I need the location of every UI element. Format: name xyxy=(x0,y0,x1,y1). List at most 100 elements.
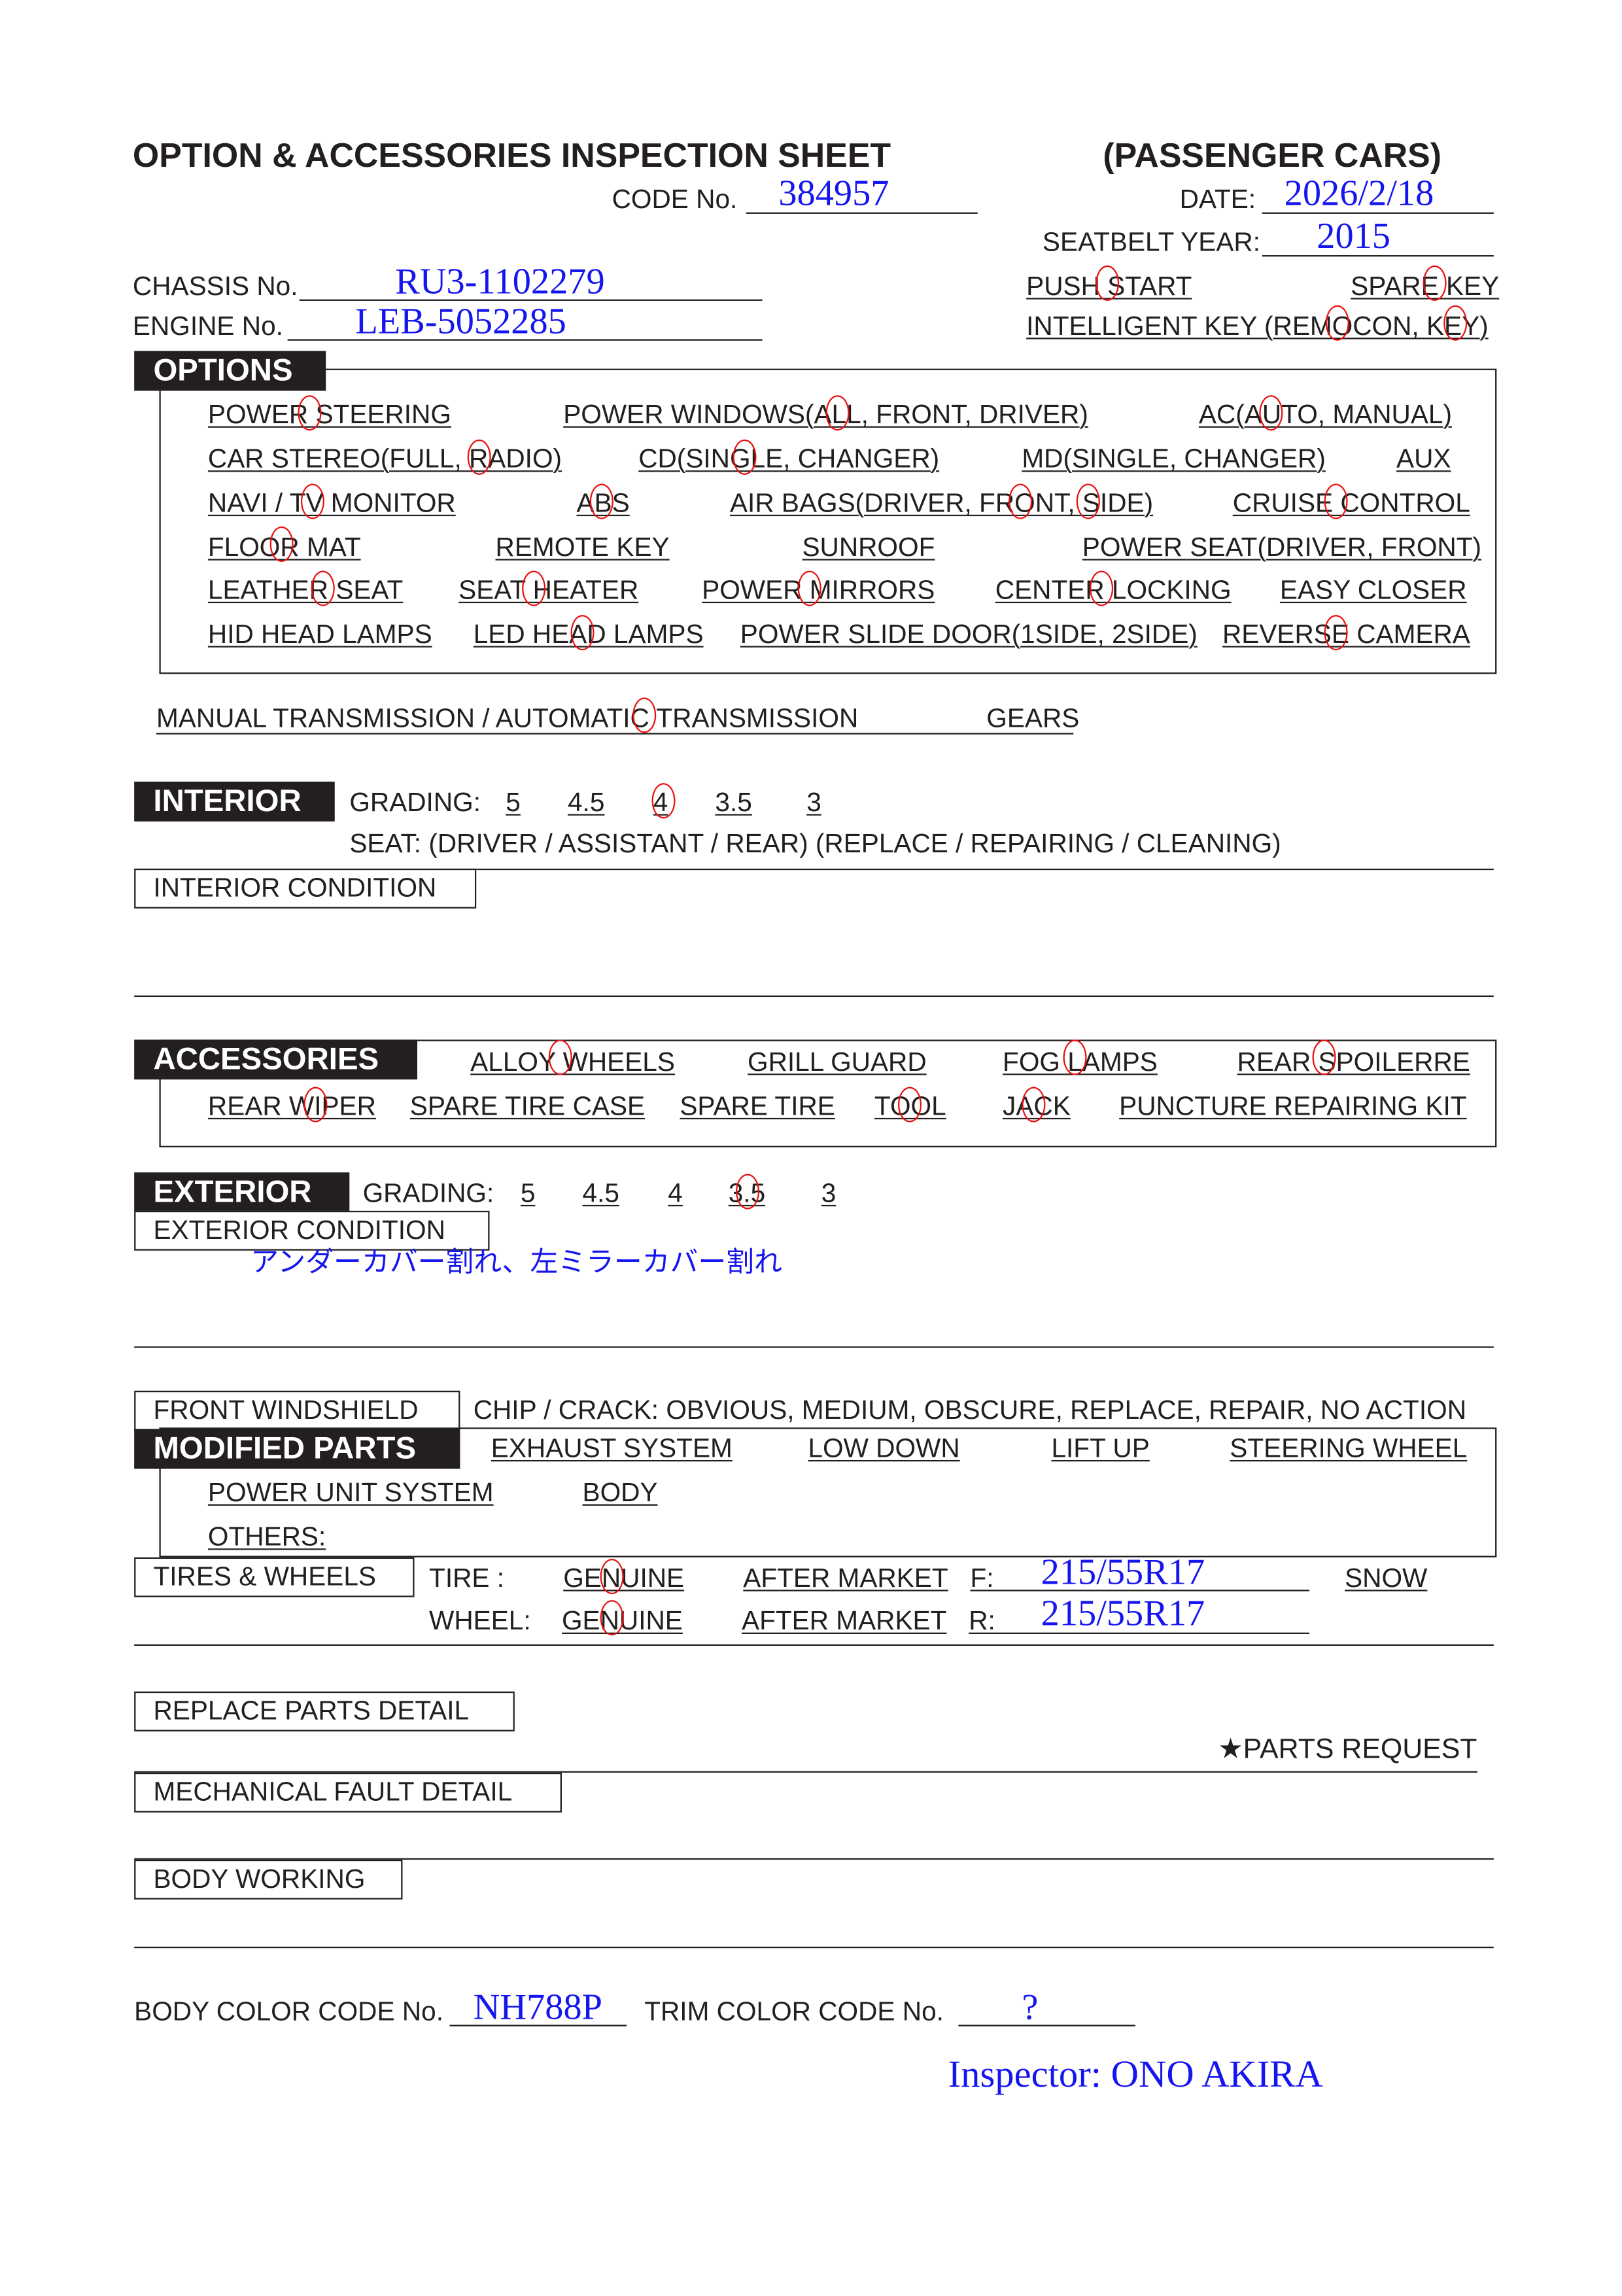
front-tire-size[interactable]: 215/55R17 xyxy=(1041,1552,1205,1593)
chassis-line xyxy=(299,299,763,301)
modified-item[interactable]: POWER UNIT SYSTEM xyxy=(207,1478,494,1508)
accessory-item[interactable]: SPARE TIRE CASE xyxy=(409,1091,646,1121)
circle-mark xyxy=(600,1559,624,1595)
tire-after-market[interactable]: AFTER MARKET xyxy=(743,1563,948,1593)
circle-mark xyxy=(1022,1087,1046,1122)
modified-item[interactable]: EXHAUST SYSTEM xyxy=(491,1433,733,1463)
transmission-text[interactable]: MANUAL TRANSMISSION / AUTOMATIC TRANSMIS… xyxy=(156,703,859,733)
exterior-grade[interactable]: 4.5 xyxy=(582,1178,619,1208)
exterior-condition-note[interactable]: アンダーカバー割れ、左ミラーカバー割れ xyxy=(250,1247,782,1279)
seatbelt-value[interactable]: 2015 xyxy=(1317,217,1390,257)
tire-genuine[interactable]: GENUINE xyxy=(563,1563,685,1593)
windshield-options[interactable]: CHIP / CRACK: OBVIOUS, MEDIUM, OBSCURE, … xyxy=(473,1395,1466,1425)
chassis-value[interactable]: RU3-1102279 xyxy=(395,262,605,303)
exterior-condition-label: EXTERIOR CONDITION xyxy=(134,1210,490,1251)
circle-mark xyxy=(1063,1039,1087,1075)
rear-line xyxy=(969,1632,1309,1634)
interior-grade[interactable]: 5 xyxy=(506,787,521,817)
modified-item[interactable]: LOW DOWN xyxy=(808,1433,960,1463)
circle-mark xyxy=(522,570,546,606)
exterior-grade[interactable]: 3 xyxy=(821,1178,837,1208)
date-line xyxy=(1262,212,1494,214)
option-item[interactable]: CENTER LOCKING xyxy=(995,575,1232,605)
accessory-item[interactable]: GRILL GUARD xyxy=(748,1047,927,1077)
divider xyxy=(134,1771,1478,1773)
interior-header: INTERIOR xyxy=(134,781,335,822)
option-item[interactable]: AC(AUTO, MANUAL) xyxy=(1198,399,1452,430)
accessory-item[interactable]: SPARE TIRE xyxy=(680,1091,835,1121)
accessory-item[interactable]: REAR SPOILERRE xyxy=(1237,1047,1470,1077)
wheel-after-market[interactable]: AFTER MARKET xyxy=(742,1606,947,1636)
circle-mark xyxy=(1076,483,1100,519)
engine-line xyxy=(287,339,763,341)
trim-color-value[interactable]: ? xyxy=(1022,1988,1039,2028)
divider xyxy=(134,1858,1494,1860)
exterior-grade[interactable]: 4 xyxy=(668,1178,683,1208)
divider xyxy=(134,1946,1494,1949)
option-item[interactable]: POWER SEAT(DRIVER, FRONT) xyxy=(1082,532,1482,562)
option-item[interactable]: AUX xyxy=(1396,444,1451,474)
tires-wheels-label: TIRES & WHEELS xyxy=(134,1557,415,1597)
option-item[interactable]: CRUISE CONTROL xyxy=(1232,488,1470,518)
code-label: CODE No. xyxy=(612,184,738,214)
intelligent-key[interactable]: INTELLIGENT KEY (REMOCON, KEY) xyxy=(1026,311,1489,341)
circle-mark xyxy=(298,395,322,431)
option-item[interactable]: MD(SINGLE, CHANGER) xyxy=(1022,444,1326,474)
circle-mark xyxy=(897,1087,922,1122)
body-working-label: BODY WORKING xyxy=(134,1859,403,1900)
accessory-item[interactable]: PUNCTURE REPAIRING KIT xyxy=(1119,1091,1467,1121)
modified-item[interactable]: LIFT UP xyxy=(1051,1433,1150,1463)
circle-mark xyxy=(1096,265,1120,301)
circle-mark xyxy=(1324,483,1348,519)
interior-grade[interactable]: 4.5 xyxy=(567,787,605,817)
accessory-item[interactable]: REAR WIPER xyxy=(207,1091,376,1121)
engine-label: ENGINE No. xyxy=(132,311,283,341)
option-item[interactable]: LEATHER SEAT xyxy=(207,575,404,605)
exterior-grade[interactable]: 5 xyxy=(520,1178,536,1208)
engine-value[interactable]: LEB-5052285 xyxy=(355,302,566,343)
front-line xyxy=(970,1590,1309,1592)
divider xyxy=(134,995,1494,998)
accessory-item[interactable]: ALLOY WHEELS xyxy=(470,1047,675,1077)
interior-grade[interactable]: 3 xyxy=(806,787,821,817)
modified-item[interactable]: BODY xyxy=(582,1478,658,1508)
interior-grading-label: GRADING: xyxy=(349,787,481,817)
divider xyxy=(134,868,1494,871)
date-label: DATE: xyxy=(1179,184,1256,214)
option-item[interactable]: CD(SINGLE, CHANGER) xyxy=(638,444,940,474)
option-item[interactable]: REMOTE KEY xyxy=(495,532,670,562)
option-item[interactable]: EASY CLOSER xyxy=(1279,575,1467,605)
front-label: F: xyxy=(970,1563,994,1593)
body-color-line xyxy=(449,2025,627,2026)
modified-parts-header: MODIFIED PARTS xyxy=(134,1429,460,1469)
interior-grade[interactable]: 3.5 xyxy=(715,787,752,817)
rear-label: R: xyxy=(969,1606,995,1636)
seatbelt-label: SEATBELT YEAR: xyxy=(1042,227,1260,257)
option-item[interactable]: CAR STEREO(FULL, RADIO) xyxy=(207,444,562,474)
sheet-subtitle: (PASSENGER CARS) xyxy=(1103,135,1442,175)
option-item[interactable]: SUNROOF xyxy=(802,532,935,562)
modified-item[interactable]: STEERING WHEEL xyxy=(1230,1433,1468,1463)
option-item[interactable]: SEAT HEATER xyxy=(458,575,639,605)
modified-box xyxy=(159,1427,1497,1557)
option-item[interactable]: NAVI / TV MONITOR xyxy=(207,488,456,518)
circle-mark xyxy=(467,439,491,475)
circle-mark xyxy=(1324,615,1348,651)
option-item[interactable]: HID HEAD LAMPS xyxy=(207,619,432,649)
circle-mark xyxy=(1325,305,1349,341)
code-line xyxy=(746,212,978,214)
body-color-value[interactable]: NH788P xyxy=(473,1988,602,2028)
modified-item[interactable]: OTHERS: xyxy=(207,1522,326,1552)
options-box xyxy=(159,368,1497,674)
circle-mark xyxy=(589,483,613,519)
snow-option[interactable]: SNOW xyxy=(1345,1563,1428,1593)
inspector-name: Inspector: ONO AKIRA xyxy=(948,2053,1323,2096)
option-item[interactable]: POWER SLIDE DOOR(1SIDE, 2SIDE) xyxy=(740,619,1198,649)
sheet-title: OPTION & ACCESSORIES INSPECTION SHEET xyxy=(132,135,891,175)
rear-tire-size[interactable]: 215/55R17 xyxy=(1041,1594,1205,1634)
date-value[interactable]: 2026/2/18 xyxy=(1284,174,1434,214)
option-item[interactable]: POWER STEERING xyxy=(207,399,451,430)
circle-mark xyxy=(570,615,595,651)
code-value[interactable]: 384957 xyxy=(778,174,889,214)
front-windshield-label: FRONT WINDSHIELD xyxy=(134,1390,460,1431)
